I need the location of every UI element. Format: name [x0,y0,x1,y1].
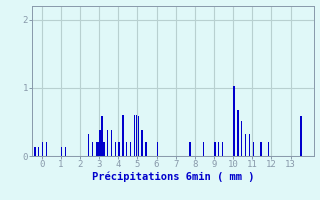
Bar [107,130,108,156]
Bar [203,142,204,156]
Bar [38,147,39,156]
Bar [218,142,220,156]
Bar [252,142,254,156]
Bar [141,130,143,156]
Bar [222,142,223,156]
Bar [95,142,97,156]
Bar [97,142,99,156]
Bar [241,121,243,156]
Bar [42,142,43,156]
Bar [237,110,239,156]
Bar [130,142,131,156]
Bar [118,142,120,156]
Bar [99,130,101,156]
Bar [115,142,116,156]
Bar [92,142,93,156]
Bar [136,115,137,156]
Bar [145,142,147,156]
Bar [233,86,235,156]
Bar [189,142,191,156]
Bar [249,134,250,156]
Bar [126,142,127,156]
Bar [46,142,47,156]
Bar [111,130,112,156]
Bar [103,142,105,156]
Bar [61,147,62,156]
Bar [34,147,36,156]
Bar [65,147,66,156]
Bar [88,134,89,156]
Bar [122,115,124,156]
Bar [157,142,158,156]
Bar [134,115,135,156]
Bar [268,142,269,156]
Bar [300,116,302,156]
X-axis label: Précipitations 6min ( mm ): Précipitations 6min ( mm ) [92,172,254,182]
Bar [245,134,246,156]
Bar [260,142,261,156]
Bar [101,116,103,156]
Bar [138,116,139,156]
Bar [214,142,216,156]
